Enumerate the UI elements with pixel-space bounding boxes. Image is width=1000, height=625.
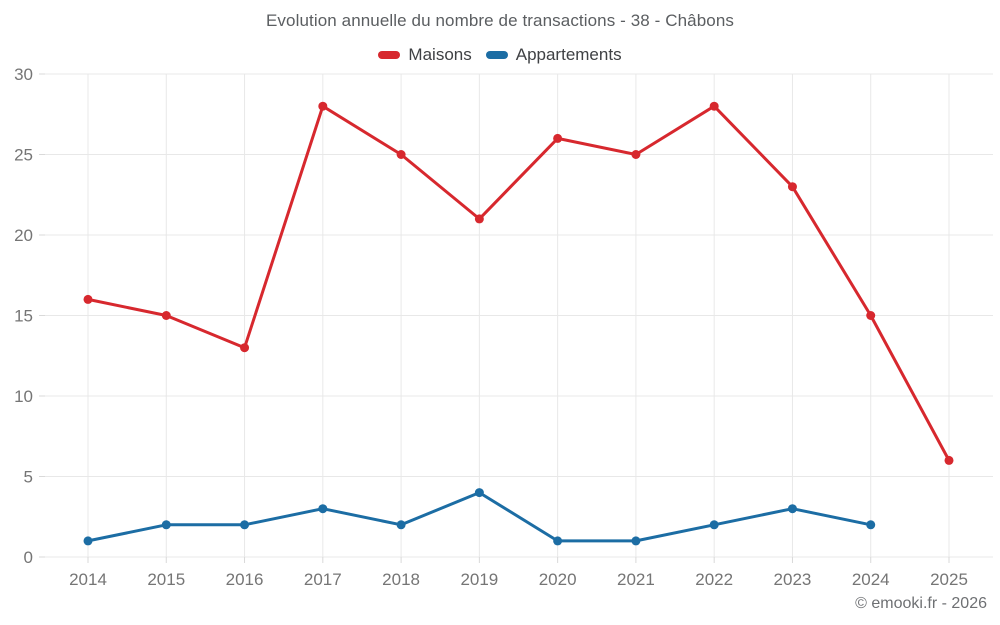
y-tick-label: 30 (14, 65, 33, 84)
point-appartements-2020[interactable] (553, 536, 563, 546)
point-appartements-2014[interactable] (83, 536, 93, 546)
point-maisons-2018[interactable] (396, 150, 406, 159)
chart-legend: Maisons Appartements (0, 45, 1000, 65)
y-tick-label: 5 (24, 468, 33, 487)
point-appartements-2024[interactable] (866, 520, 876, 530)
point-appartements-2015[interactable] (161, 520, 171, 530)
y-tick-label: 0 (24, 548, 33, 567)
x-tick-label: 2020 (539, 570, 577, 589)
x-tick-label: 2018 (382, 570, 420, 589)
x-tick-label: 2022 (695, 570, 733, 589)
y-grid: 0 5 10 15 20 25 30 (14, 65, 993, 567)
y-tick-label: 25 (14, 146, 33, 165)
x-grid: 2014 2015 2016 2017 2018 2019 2020 2021 2022 2023… (69, 74, 968, 589)
appartements-series (83, 488, 876, 546)
point-maisons-2025[interactable] (944, 455, 954, 465)
point-maisons-2023[interactable] (787, 182, 797, 192)
point-appartements-2018[interactable] (396, 520, 406, 530)
chart-title: Evolution annuelle du nombre de transact… (265, 11, 735, 30)
legend-swatch-maisons-icon (378, 51, 401, 59)
point-appartements-2021[interactable] (631, 536, 641, 546)
point-appartements-2022[interactable] (709, 520, 719, 530)
maisons-series (83, 101, 954, 465)
x-tick-label: 2021 (617, 570, 655, 589)
point-maisons-2015[interactable] (161, 311, 171, 320)
legend-item-maisons[interactable]: Maisons (378, 45, 472, 65)
x-tick-label: 2015 (147, 570, 185, 589)
x-tick-label: 2023 (774, 570, 812, 589)
point-maisons-2022[interactable] (709, 101, 719, 111)
attribution-text: © emooki.fr - 2026 (855, 595, 987, 612)
x-tick-label: 2014 (69, 570, 107, 589)
x-tick-label: 2025 (930, 570, 968, 589)
point-maisons-2024[interactable] (866, 311, 876, 320)
legend-item-appartements[interactable]: Appartements (485, 45, 622, 65)
point-appartements-2023[interactable] (787, 504, 797, 514)
point-maisons-2017[interactable] (318, 101, 328, 111)
y-tick-label: 10 (14, 387, 33, 406)
point-appartements-2019[interactable] (474, 488, 484, 498)
x-tick-label: 2019 (460, 570, 498, 589)
x-tick-label: 2016 (226, 570, 264, 589)
point-maisons-2020[interactable] (553, 133, 563, 143)
point-maisons-2014[interactable] (83, 294, 93, 304)
point-appartements-2016[interactable] (240, 520, 250, 530)
legend-label-appartements: Appartements (515, 45, 622, 64)
x-tick-label: 2024 (852, 570, 890, 589)
point-maisons-2016[interactable] (240, 343, 250, 353)
legend-swatch-appartements-icon (485, 51, 508, 59)
point-appartements-2017[interactable] (318, 504, 328, 514)
y-tick-label: 20 (14, 226, 33, 245)
x-tick-label: 2017 (304, 570, 342, 589)
legend-label-maisons: Maisons (408, 45, 472, 64)
y-tick-label: 15 (14, 307, 33, 326)
point-maisons-2019[interactable] (474, 214, 484, 224)
point-maisons-2021[interactable] (631, 150, 641, 159)
